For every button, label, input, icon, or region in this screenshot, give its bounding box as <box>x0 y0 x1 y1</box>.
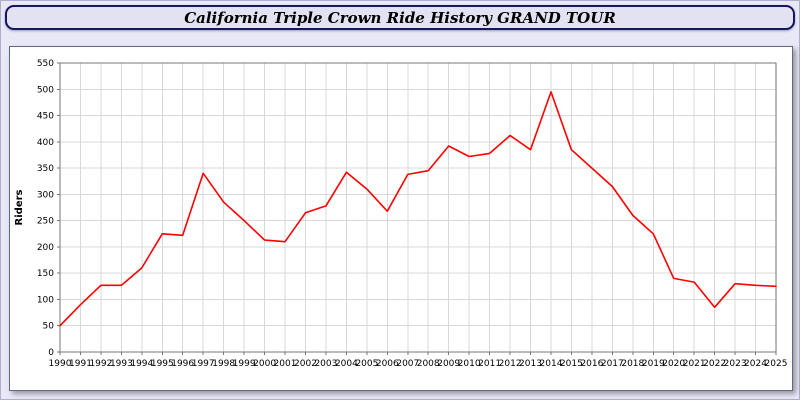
svg-text:2009: 2009 <box>437 359 460 369</box>
svg-text:100: 100 <box>37 296 54 306</box>
svg-text:2010: 2010 <box>458 359 481 369</box>
svg-text:400: 400 <box>37 138 54 148</box>
svg-text:Riders: Riders <box>14 189 25 225</box>
svg-text:1991: 1991 <box>69 359 92 369</box>
svg-text:2023: 2023 <box>724 359 747 369</box>
chart-title: California Triple Crown Ride History GRA… <box>184 8 616 27</box>
svg-text:300: 300 <box>37 190 54 200</box>
svg-text:250: 250 <box>37 217 54 227</box>
svg-text:200: 200 <box>37 243 54 253</box>
svg-text:500: 500 <box>37 85 54 95</box>
svg-text:2011: 2011 <box>478 359 501 369</box>
svg-text:1996: 1996 <box>171 359 194 369</box>
svg-text:2015: 2015 <box>560 359 583 369</box>
svg-text:0: 0 <box>48 348 54 358</box>
svg-text:1999: 1999 <box>233 359 256 369</box>
svg-text:2019: 2019 <box>642 359 665 369</box>
svg-text:1995: 1995 <box>151 359 174 369</box>
svg-text:2025: 2025 <box>765 359 788 369</box>
svg-text:2012: 2012 <box>499 359 522 369</box>
svg-text:2021: 2021 <box>683 359 706 369</box>
svg-text:1997: 1997 <box>192 359 215 369</box>
svg-text:2005: 2005 <box>355 359 378 369</box>
svg-text:2017: 2017 <box>601 359 624 369</box>
svg-text:2014: 2014 <box>540 359 563 369</box>
svg-text:2004: 2004 <box>335 359 358 369</box>
svg-text:2002: 2002 <box>294 359 317 369</box>
svg-text:2013: 2013 <box>519 359 542 369</box>
svg-text:2024: 2024 <box>744 359 767 369</box>
svg-text:2006: 2006 <box>376 359 399 369</box>
chart-title-bar: California Triple Crown Ride History GRA… <box>5 5 795 30</box>
svg-text:2016: 2016 <box>580 359 603 369</box>
riders-line-chart: 1990199119921993199419951996199719981999… <box>10 47 792 390</box>
svg-text:2003: 2003 <box>314 359 337 369</box>
svg-text:1990: 1990 <box>49 359 72 369</box>
svg-text:50: 50 <box>43 322 55 332</box>
svg-text:2018: 2018 <box>621 359 644 369</box>
svg-text:2007: 2007 <box>396 359 419 369</box>
svg-text:1994: 1994 <box>130 359 153 369</box>
chart-container: 1990 1991 1992 1993 1994 1995 1996 1997 1998 1999… <box>9 46 793 391</box>
svg-text:1993: 1993 <box>110 359 133 369</box>
svg-text:2000: 2000 <box>253 359 276 369</box>
svg-text:150: 150 <box>37 269 54 279</box>
svg-text:1998: 1998 <box>212 359 235 369</box>
svg-text:2020: 2020 <box>662 359 685 369</box>
svg-text:2001: 2001 <box>274 359 297 369</box>
svg-text:2022: 2022 <box>703 359 726 369</box>
svg-text:2008: 2008 <box>417 359 440 369</box>
svg-text:350: 350 <box>37 164 54 174</box>
svg-text:450: 450 <box>37 112 54 122</box>
svg-text:550: 550 <box>37 59 54 69</box>
svg-text:1992: 1992 <box>89 359 112 369</box>
